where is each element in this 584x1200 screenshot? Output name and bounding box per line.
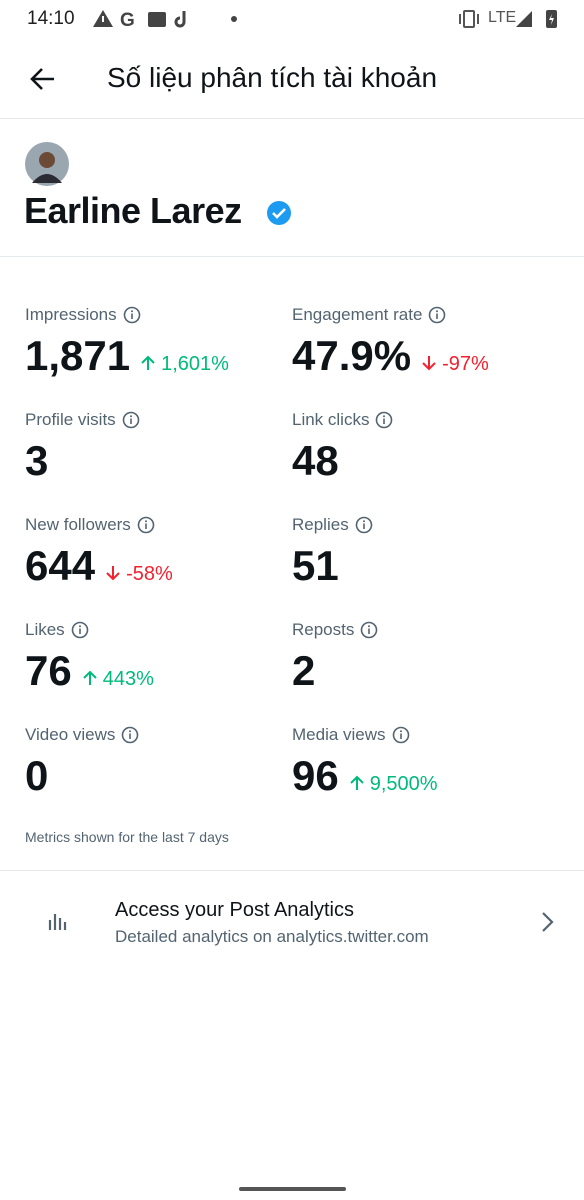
metric-change: -97% <box>421 353 489 376</box>
metric-label-text: Media views <box>292 725 386 744</box>
metric-value-text: 48 <box>292 437 339 484</box>
metric-label: Engagement rate <box>292 305 446 325</box>
change-arrow <box>106 566 120 581</box>
link-title[interactable]: Access your Post Analytics <box>115 899 354 921</box>
metric-value-text: 644 <box>25 542 96 589</box>
change-arrow <box>350 775 364 790</box>
metric-label-text: Reposts <box>292 620 355 639</box>
change-arrow <box>141 355 155 370</box>
metric-value-text: 0 <box>25 752 49 799</box>
metric-value-text: 3 <box>25 437 49 484</box>
divider <box>0 118 584 119</box>
metric-value: 76 443% <box>25 647 154 695</box>
profile-name: Earline Larez <box>24 190 242 231</box>
divider <box>0 256 584 257</box>
metric-label: Replies <box>292 515 373 535</box>
metric-label-text: Link clicks <box>292 410 370 429</box>
footnote: Metrics shown for the last 7 days <box>25 829 229 845</box>
header-title: Số liệu phân tích tài khoản <box>107 62 438 93</box>
info-icon[interactable] <box>123 306 141 324</box>
metric-value: 48 <box>292 437 339 485</box>
metric-value: 2 <box>292 647 315 695</box>
metric-value: 96 9,500% <box>292 752 438 800</box>
back-button[interactable] <box>28 64 58 94</box>
metric-value: 3 <box>25 437 48 485</box>
info-icon[interactable] <box>375 411 393 429</box>
metric-value-text: 2 <box>292 647 316 694</box>
metric-change: -58% <box>105 563 173 586</box>
verified-badge <box>267 201 291 225</box>
info-icon[interactable] <box>392 726 410 744</box>
metric-value-text: 47.9% <box>292 332 412 379</box>
metric-label-text: Video views <box>25 725 116 744</box>
divider <box>0 870 584 871</box>
metric-change: 9,500% <box>349 773 438 796</box>
metric-value-text: 96 <box>292 752 339 799</box>
metric-label: Profile visits <box>25 410 140 430</box>
info-icon[interactable] <box>71 621 89 639</box>
metric-label-text: New followers <box>25 515 131 534</box>
home-indicator <box>239 1187 346 1191</box>
status-time: 14:10 <box>27 8 75 29</box>
analytics-icon <box>48 914 67 930</box>
metric-value: 0 <box>25 752 48 800</box>
metric-change-text: 9,500% <box>369 773 438 795</box>
chevron[interactable] <box>538 910 558 934</box>
metric-label: Reposts <box>292 620 378 640</box>
metric-label-text: Replies <box>292 515 349 534</box>
metric-label: Media views <box>292 725 410 745</box>
svg-text:G: G <box>120 10 135 30</box>
metric-value-text: 76 <box>25 647 72 694</box>
change-arrow <box>422 356 436 371</box>
vibrate-icon <box>459 10 479 28</box>
info-icon[interactable] <box>360 621 378 639</box>
metric-label: Likes <box>25 620 89 640</box>
metric-change-text: 1,601% <box>161 353 229 375</box>
metric-label: New followers <box>25 515 155 535</box>
metric-value: 1,871 1,601% <box>25 332 229 380</box>
metric-label: Link clicks <box>292 410 393 430</box>
info-icon[interactable] <box>137 516 155 534</box>
info-icon[interactable] <box>121 726 139 744</box>
signal-battery <box>516 10 557 28</box>
info-icon[interactable] <box>428 306 446 324</box>
metric-label: Video views <box>25 725 139 745</box>
info-icon[interactable] <box>122 411 140 429</box>
metric-change-text: 443% <box>102 668 154 690</box>
metric-value: 47.9% -97% <box>292 332 489 380</box>
link-subtitle: Detailed analytics on analytics.twitter.… <box>115 927 429 946</box>
metric-change: 1,601% <box>140 353 229 376</box>
metric-label-text: Engagement rate <box>292 305 423 324</box>
change-arrow <box>83 670 97 685</box>
metric-label-text: Likes <box>25 620 65 639</box>
metric-change-text: -58% <box>126 563 173 585</box>
info-icon[interactable] <box>355 516 373 534</box>
status-icons: G <box>93 10 237 30</box>
metric-label-text: Impressions <box>25 305 117 324</box>
metric-change: 443% <box>82 668 154 691</box>
metric-change-text: -97% <box>442 353 489 375</box>
metric-label-text: Profile visits <box>25 410 116 429</box>
metric-value: 51 <box>292 542 339 590</box>
avatar[interactable] <box>24 141 70 187</box>
metric-label: Impressions <box>25 305 141 325</box>
metric-value-text: 51 <box>292 542 339 589</box>
metric-value: 644 -58% <box>25 542 173 590</box>
metric-value-text: 1,871 <box>25 332 131 379</box>
network-type: LTE <box>488 9 517 26</box>
